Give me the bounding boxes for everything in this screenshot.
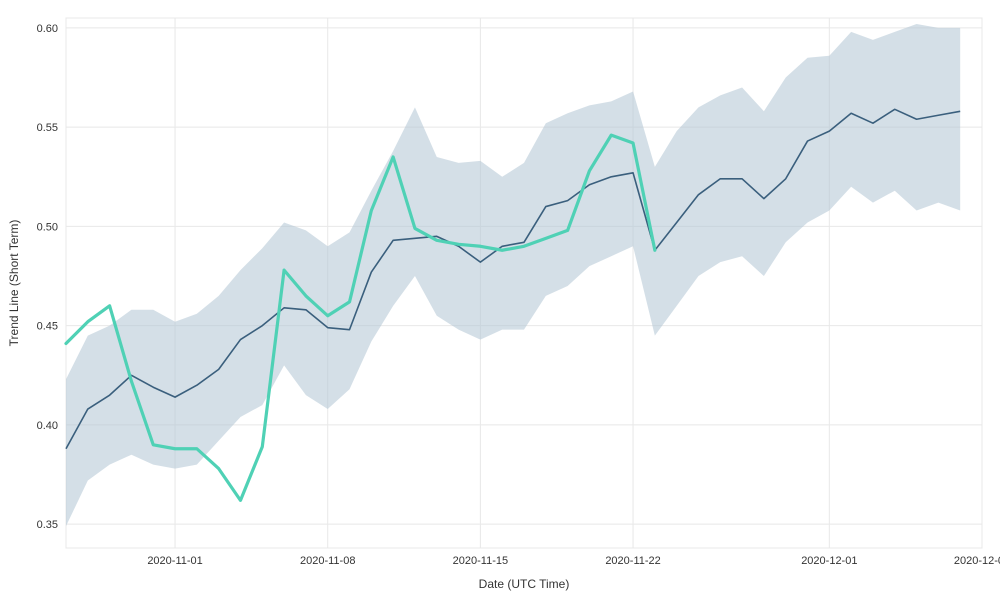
chart-container: 2020-11-01 2020-11-08 2020-11-15 2020-11-22… [0, 0, 1000, 600]
y-tick-label: 0.60 [37, 23, 58, 35]
y-tick-label: 0.40 [37, 420, 58, 432]
x-tick-label: 2020-11-22 [605, 555, 660, 567]
y-tick-label: 0.45 [37, 321, 58, 333]
y-tick-label: 0.35 [37, 519, 58, 531]
trend-chart: 2020-11-01 2020-11-08 2020-11-15 2020-11-22… [0, 0, 1000, 600]
x-tick-label: 2020-12-01 [801, 555, 857, 567]
x-tick-label: 2020-11-01 [147, 555, 202, 567]
y-tick-label: 0.55 [37, 122, 58, 134]
x-tick-label: 2020-11-08 [300, 555, 355, 567]
y-tick-label: 0.50 [37, 221, 58, 233]
x-tick-label: 2020-11-15 [453, 555, 508, 567]
x-tick-label: 2020-12-08 [954, 555, 1000, 567]
x-axis-label: Date (UTC Time) [479, 577, 570, 591]
y-axis-label: Trend Line (Short Term) [7, 220, 21, 347]
